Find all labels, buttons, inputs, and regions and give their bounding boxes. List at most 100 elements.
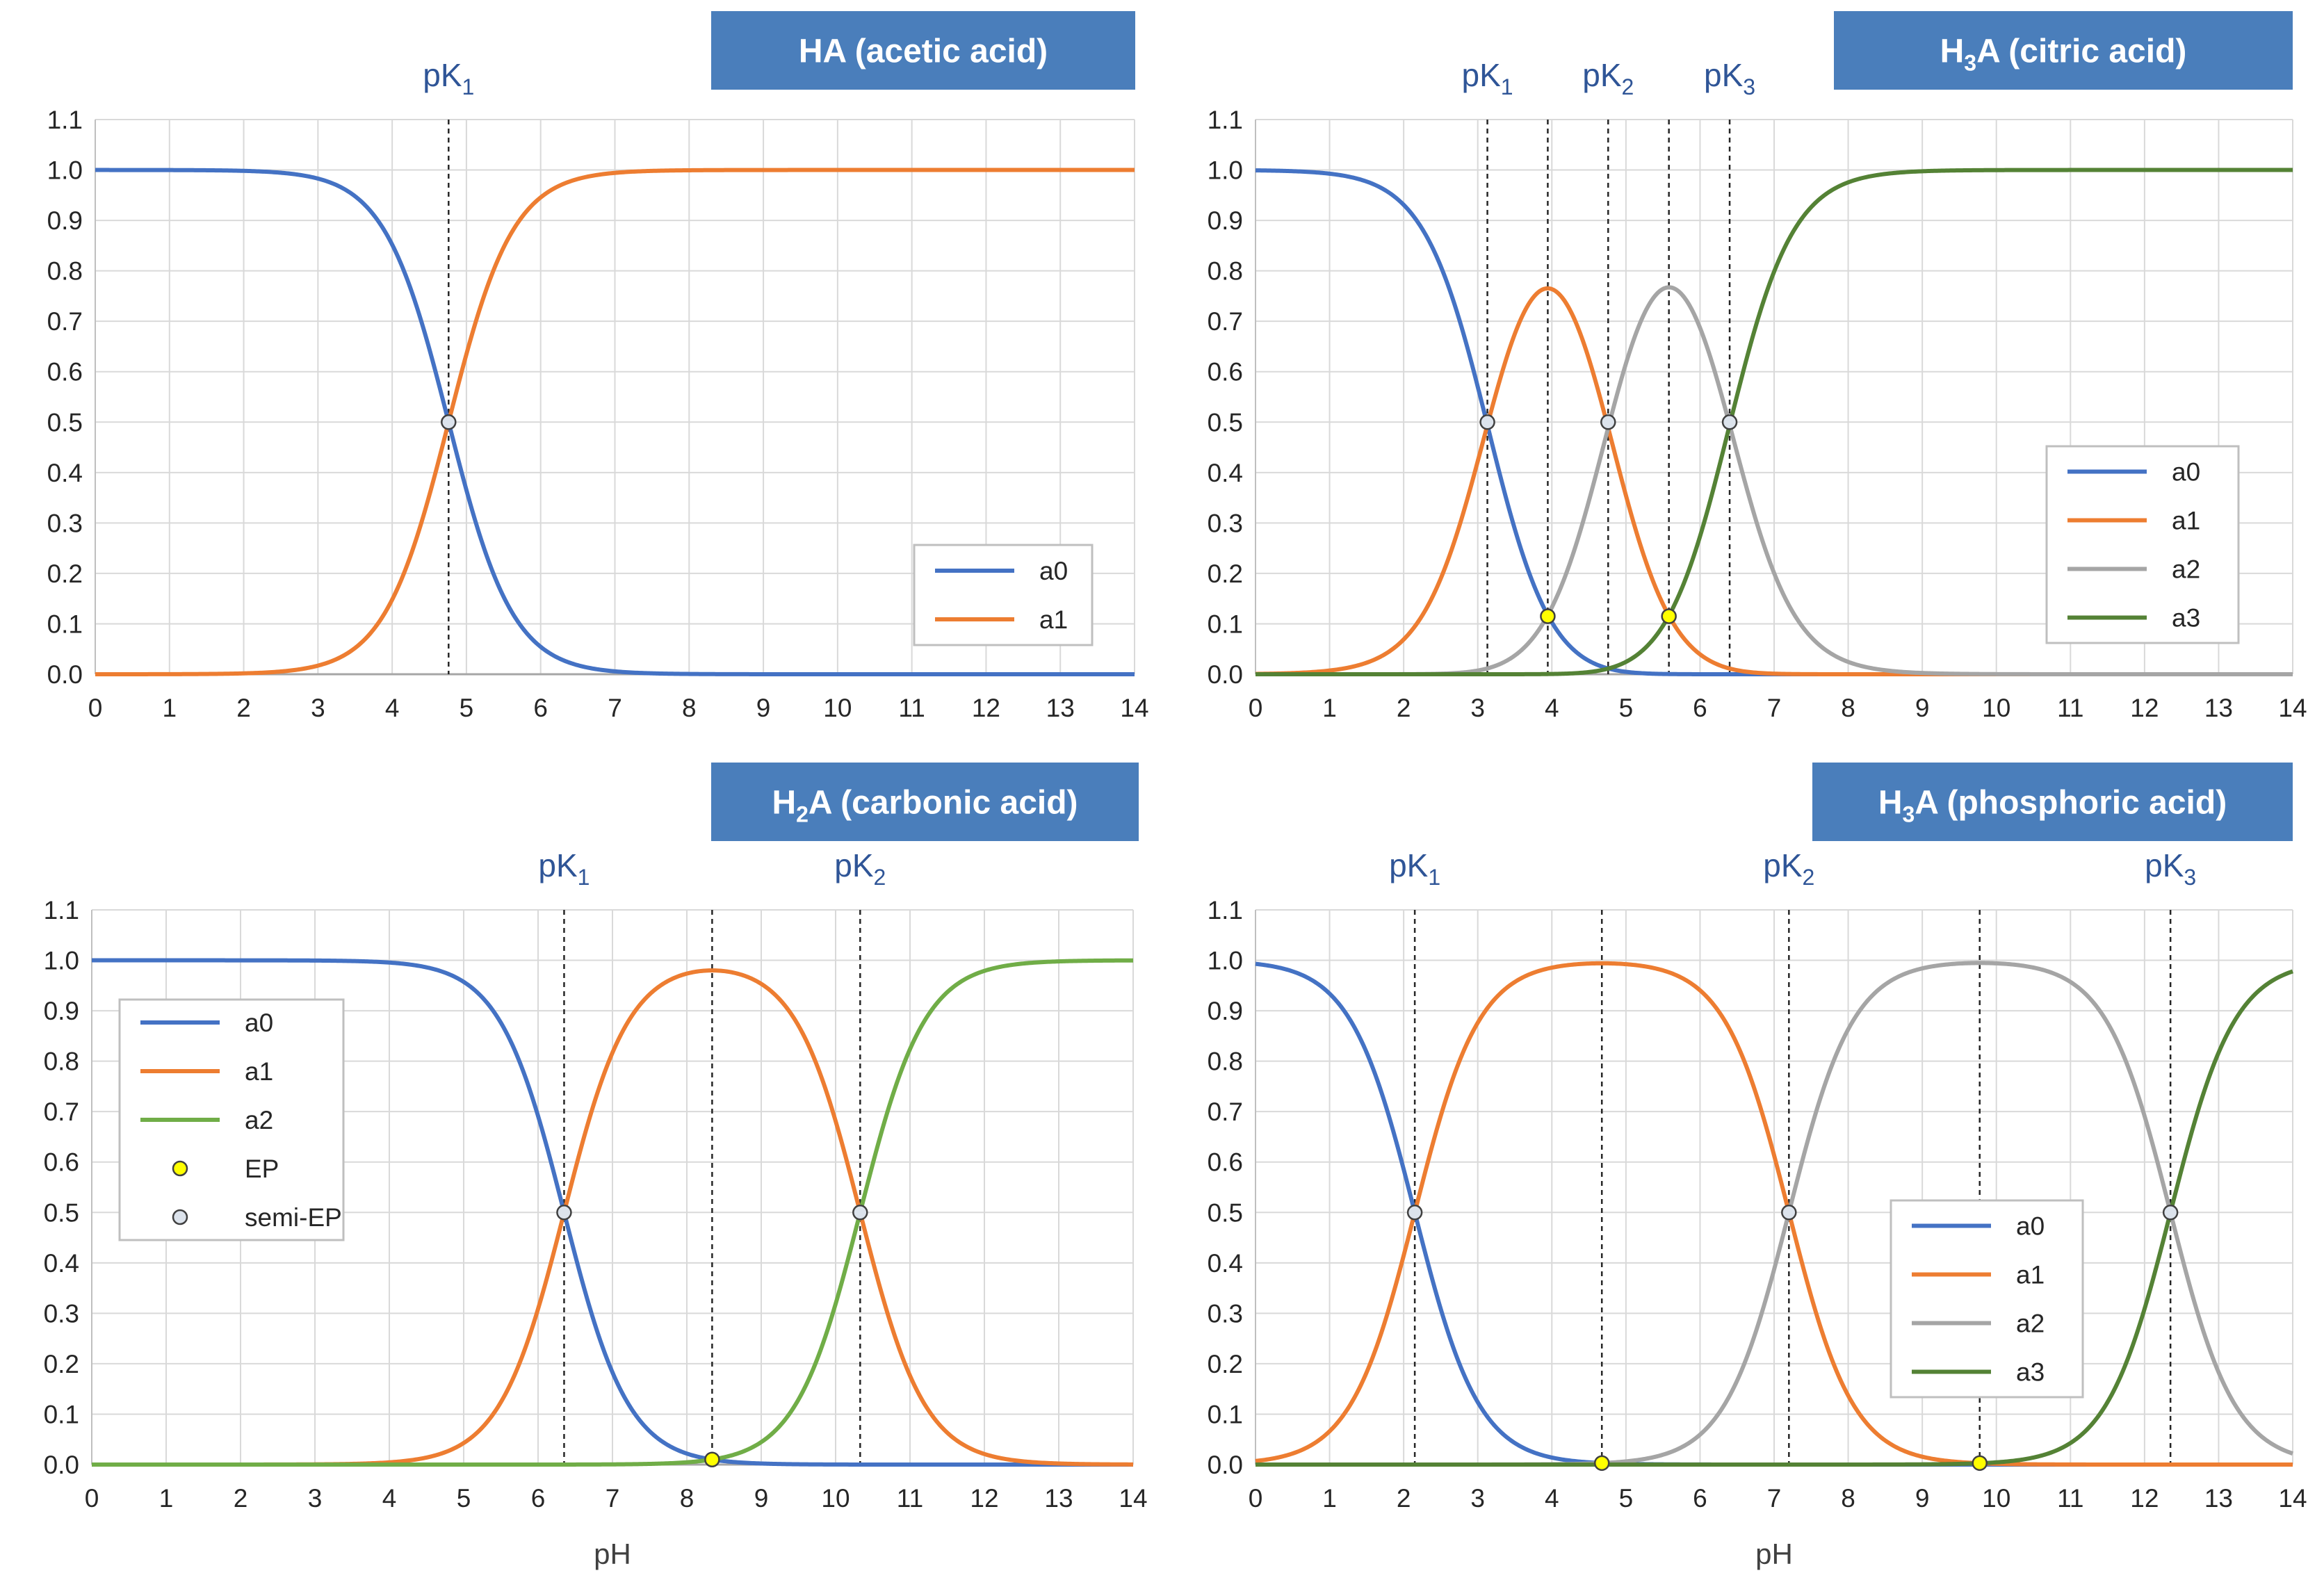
semi-ep-marker	[1479, 414, 1495, 430]
y-tick-label: 0.1	[47, 610, 83, 638]
x-tick-label: 9	[756, 694, 771, 722]
pk-label: pK1	[423, 57, 474, 99]
y-tick-label: 1.1	[44, 896, 79, 924]
title-box	[711, 11, 1135, 90]
semi-ep-marker	[1721, 414, 1738, 430]
semi-ep-marker	[1406, 1205, 1423, 1221]
y-tick-label: 0.6	[47, 358, 83, 386]
y-tick-label: 0.4	[47, 459, 83, 487]
y-tick-label: 0.6	[1208, 1148, 1243, 1177]
legend-label: a3	[2172, 604, 2200, 633]
chart-panel-3: 0.00.10.20.30.40.50.60.70.80.91.01.10 1 2 3…	[44, 763, 1148, 1570]
x-tick-label: 14	[2278, 694, 2307, 722]
y-tick-label: 0.0	[47, 660, 83, 689]
y-tick-label: 0.6	[1208, 358, 1243, 386]
chart-panel-4: 0.00.10.20.30.40.50.60.70.80.91.01.10 1 2 3…	[1208, 763, 2307, 1570]
y-tick-label: 0.8	[47, 257, 83, 286]
y-tick-label: 0.9	[44, 997, 79, 1025]
pk-label: pK3	[1704, 57, 1755, 99]
legend-ep-marker	[172, 1160, 188, 1177]
x-tick-label: 1	[1322, 1484, 1337, 1513]
y-tick-label: 0.5	[44, 1198, 79, 1227]
x-tick-label: 13	[2204, 694, 2233, 722]
x-tick-label: 8	[1841, 694, 1855, 722]
x-tick-label: 0	[85, 1484, 99, 1513]
x-tick-label: 10	[823, 694, 852, 722]
y-tick-label: 0.7	[1208, 1098, 1243, 1126]
x-tick-label: 13	[1046, 694, 1075, 722]
x-tick-label: 2	[1397, 1484, 1411, 1513]
x-tick-label: 9	[1915, 694, 1930, 722]
semi-ep-marker	[556, 1205, 572, 1221]
legend-label: a1	[1039, 605, 1068, 634]
semi-ep-marker	[441, 414, 457, 430]
series-a1-line	[95, 168, 1135, 676]
ep-marker	[1593, 1455, 1610, 1472]
y-tick-label: 0.9	[1208, 206, 1243, 235]
y-tick-label: 0.4	[1208, 459, 1243, 487]
x-tick-label: 12	[972, 694, 1000, 722]
x-tick-label: 1	[1322, 694, 1337, 722]
x-tick-label: 2	[1397, 694, 1411, 722]
y-tick-label: 0.8	[1208, 257, 1243, 286]
y-tick-label: 0.3	[47, 509, 83, 537]
x-tick-label: 7	[608, 694, 622, 722]
x-tick-label: 14	[1119, 1484, 1147, 1513]
x-tick-label: 7	[1767, 1484, 1782, 1513]
y-tick-label: 0.3	[1208, 1299, 1243, 1328]
y-tick-label: 0.7	[47, 307, 83, 336]
legend: a0 a1	[913, 544, 1094, 646]
legend-label: a1	[2172, 507, 2200, 535]
legend: a0 a1 a2 EP semi-EP	[118, 998, 345, 1241]
x-tick-label: 0	[88, 694, 103, 722]
y-tick-label: 1.0	[44, 947, 79, 975]
legend-label: a0	[2172, 458, 2200, 487]
x-tick-label: 3	[311, 694, 325, 722]
x-tick-label: 9	[1915, 1484, 1930, 1513]
pk-label: pK1	[1389, 847, 1440, 890]
y-tick-label: 0.8	[44, 1048, 79, 1076]
y-tick-label: 0.0	[1208, 1451, 1243, 1479]
title-box	[1812, 763, 2293, 841]
legend-label: a1	[2016, 1261, 2045, 1289]
chart-title: H3A (phosphoric acid)	[1878, 785, 2227, 827]
legend-label: a0	[2016, 1212, 2045, 1241]
y-tick-label: 0.4	[1208, 1249, 1243, 1278]
series-a0-line	[95, 168, 1135, 676]
pk-label: pK1	[1462, 57, 1513, 99]
x-tick-label: 4	[1545, 694, 1559, 722]
semi-ep-marker	[2162, 1205, 2179, 1221]
y-tick-label: 0.2	[47, 560, 83, 588]
y-tick-label: 0.9	[1208, 997, 1243, 1025]
y-tick-label: 0.1	[1208, 610, 1243, 638]
y-tick-label: 1.1	[1208, 106, 1243, 134]
x-tick-label: 8	[1841, 1484, 1855, 1513]
y-tick-label: 0.7	[44, 1098, 79, 1126]
y-tick-label: 0.2	[1208, 560, 1243, 588]
legend-label: a2	[2016, 1310, 2045, 1338]
x-tick-label: 4	[382, 1484, 397, 1513]
legend-label: EP	[245, 1155, 279, 1183]
x-tick-label: 3	[1470, 694, 1485, 722]
y-tick-label: 0.5	[1208, 408, 1243, 437]
pk-label: pK3	[2145, 847, 2196, 890]
x-tick-label: 11	[2057, 694, 2083, 722]
x-tick-label: 5	[1619, 694, 1634, 722]
x-tick-label: 2	[236, 694, 251, 722]
legend-box	[913, 544, 1094, 646]
series-a3-line	[1255, 168, 2293, 676]
ep-marker	[704, 1451, 720, 1467]
x-axis-label: pH	[1755, 1538, 1793, 1570]
y-tick-label: 1.0	[1208, 947, 1243, 975]
y-tick-label: 0.3	[44, 1299, 79, 1328]
x-tick-label: 6	[531, 1484, 546, 1513]
x-tick-label: 0	[1249, 694, 1263, 722]
y-tick-label: 0.6	[44, 1148, 79, 1177]
x-tick-label: 12	[2130, 1484, 2159, 1513]
title-box	[1834, 11, 2293, 90]
x-tick-label: 3	[1470, 1484, 1485, 1513]
chart-title: H2A (carbonic acid)	[772, 785, 1078, 827]
chart-title: H3A (citric acid)	[1940, 33, 2187, 76]
y-tick-label: 0.3	[1208, 509, 1243, 537]
